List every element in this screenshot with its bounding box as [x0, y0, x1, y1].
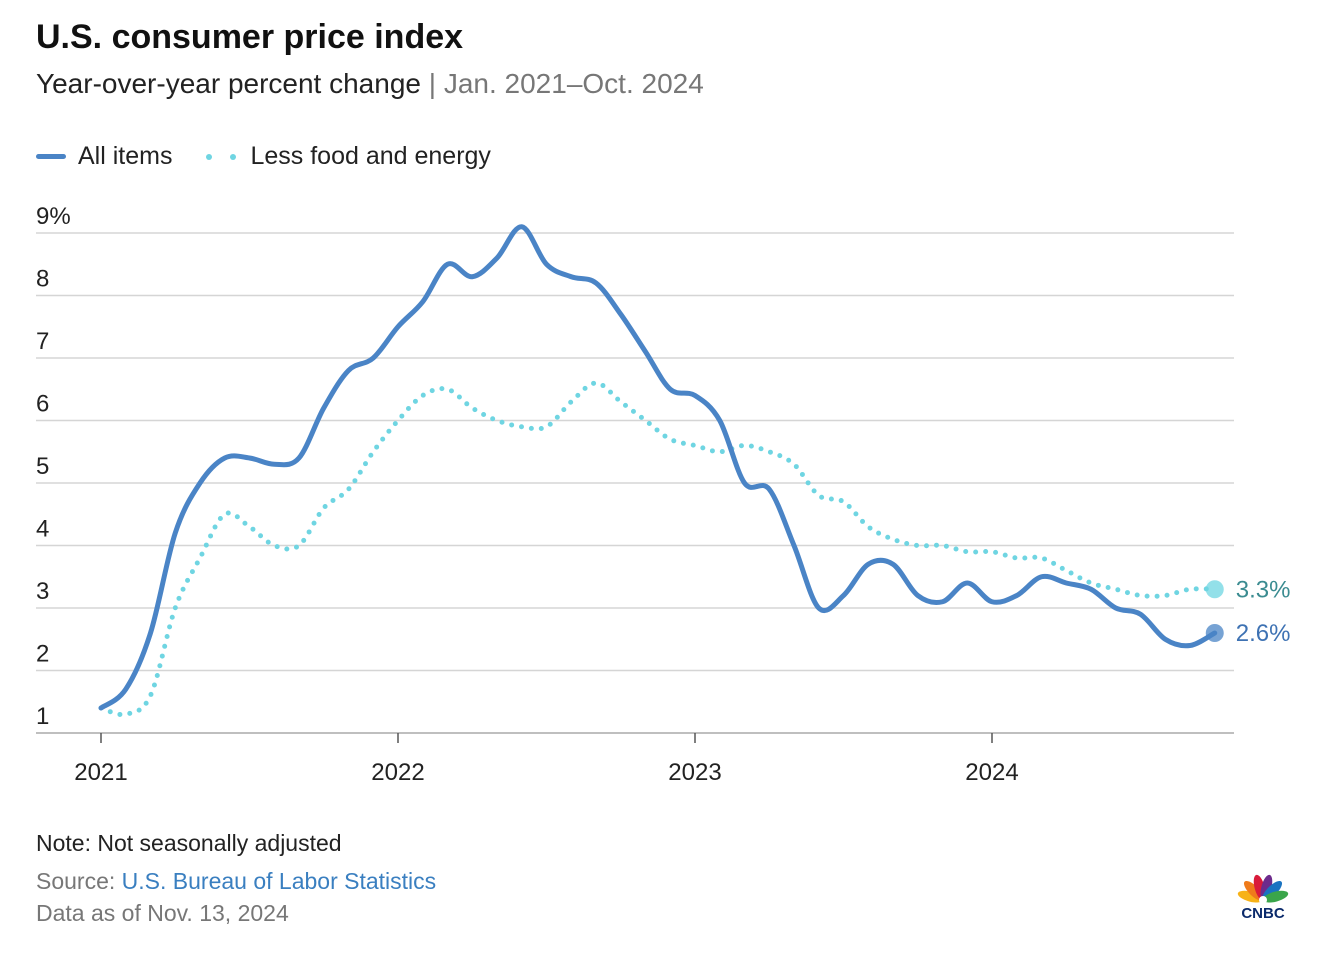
chart-subtitle: Year-over-year percent change | Jan. 202… [36, 68, 704, 100]
legend-swatch-dotted [206, 153, 237, 160]
x-tick-label: 2021 [74, 759, 127, 786]
end-value-label: 3.3% [1236, 576, 1291, 603]
legend-item-core: Less food and energy [206, 142, 491, 171]
y-tick-label: 1 [36, 703, 49, 730]
x-tick-label: 2024 [965, 759, 1018, 786]
x-tick-label: 2022 [371, 759, 424, 786]
line-chart: 9% 8 7 6 5 4 3 2 1 2021 2022 2023 2024 3.3% 2.6% [36, 203, 1291, 786]
cnbc-logo: CNBC [1228, 874, 1298, 920]
y-tick-label: 8 [36, 266, 49, 293]
legend-label: All items [78, 142, 173, 170]
date-range: Jan. 2021–Oct. 2024 [443, 68, 704, 99]
end-value-label: 2.6% [1236, 620, 1291, 647]
y-tick-label: 2 [36, 641, 49, 668]
x-tick-label: 2023 [668, 759, 721, 786]
source-line: Source: U.S. Bureau of Labor Statistics [36, 868, 436, 895]
subtitle-separator: | [428, 68, 437, 99]
data-as-of: Data as of Nov. 13, 2024 [36, 900, 289, 926]
source-label: Source: [36, 868, 116, 894]
y-tick-label: 6 [36, 391, 49, 418]
svg-text:CNBC: CNBC [1241, 905, 1284, 920]
series-line-core [98, 380, 1218, 718]
y-tick-label: 7 [36, 328, 49, 355]
legend-item-all-items: All items [36, 142, 172, 171]
subtitle-text: Year-over-year percent change [36, 68, 421, 99]
series-line-all-items [98, 224, 1218, 711]
end-marker [1205, 624, 1224, 642]
legend-label: Less food and energy [250, 142, 491, 170]
y-tick-label: 9% [36, 203, 71, 230]
y-tick-label: 4 [36, 516, 49, 543]
y-tick-label: 3 [36, 578, 49, 605]
y-tick-label: 5 [36, 453, 49, 480]
source-link[interactable]: U.S. Bureau of Labor Statistics [121, 868, 437, 894]
chart-title: U.S. consumer price index [36, 18, 464, 56]
footnote: Note: Not seasonally adjusted [36, 830, 342, 856]
legend: All items Less food and energy [36, 142, 525, 171]
end-marker [1205, 580, 1224, 599]
legend-swatch-solid [36, 154, 66, 159]
